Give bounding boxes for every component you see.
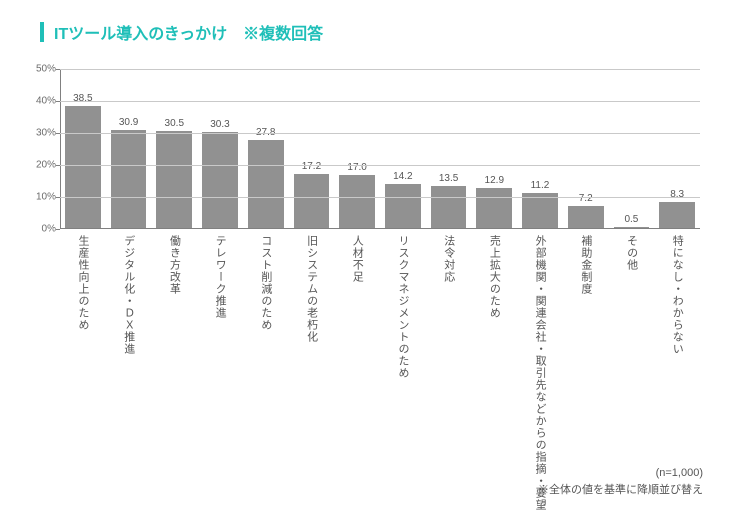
chart-title-bar: ITツール導入のきっかけ ※複数回答 [0, 0, 743, 54]
bar: 12.9 [476, 188, 512, 229]
x-category-label: 補助金制度 [579, 229, 593, 295]
gridline [60, 133, 700, 134]
gridline [60, 101, 700, 102]
y-tick-label: 30% [36, 128, 56, 139]
x-category-label: 人材不足 [350, 229, 364, 283]
bar: 38.5 [65, 106, 101, 229]
gridline [60, 197, 700, 198]
y-tick-mark [56, 229, 60, 230]
gridline [60, 165, 700, 166]
x-category-label: リスクマネジメントのため [396, 229, 410, 379]
bar: 11.2 [522, 193, 558, 229]
bar-container: 38.530.930.530.327.817.217.014.213.512.9… [60, 69, 700, 229]
bar: 8.3 [659, 202, 695, 229]
y-tick-label: 10% [36, 192, 56, 203]
x-category-label: 売上拡大のため [487, 229, 501, 319]
x-category-label: 旧システムの老朽化 [304, 229, 318, 343]
bar: 30.9 [111, 130, 147, 229]
bar: 27.8 [248, 140, 284, 229]
bar-value-label: 11.2 [522, 180, 558, 193]
chart-title: ITツール導入のきっかけ ※複数回答 [54, 20, 323, 44]
bar-value-label: 12.9 [476, 175, 512, 188]
sort-note: ※全体の値を基準に降順並び替え [538, 482, 703, 499]
bar-value-label: 30.5 [156, 118, 192, 131]
y-tick-label: 50% [36, 64, 56, 75]
bar-value-label: 17.0 [339, 162, 375, 175]
y-tick-label: 20% [36, 160, 56, 171]
y-axis: 0%10%20%30%40%50% [20, 69, 60, 229]
bar-value-label: 13.5 [431, 173, 467, 186]
x-category-label: 法令対応 [441, 229, 455, 283]
gridline [60, 69, 700, 70]
chart-footnote: (n=1,000) ※全体の値を基準に降順並び替え [538, 465, 703, 498]
x-category-label: 生産性向上のため [76, 229, 90, 331]
x-category-label: その他 [624, 229, 638, 271]
bar-value-label: 7.2 [568, 193, 604, 206]
bar-value-label: 0.5 [614, 214, 650, 227]
bar-chart: 0%10%20%30%40%50% 38.530.930.530.327.817… [60, 69, 700, 229]
title-accent [40, 22, 44, 42]
sample-size: (n=1,000) [538, 465, 703, 482]
bar-value-label: 38.5 [65, 93, 101, 106]
bar-value-label: 17.2 [294, 161, 330, 174]
bar-value-label: 8.3 [659, 189, 695, 202]
x-category-label: 働き方改革 [167, 229, 181, 295]
x-axis-line [60, 228, 700, 229]
x-category-label: テレワーク推進 [213, 229, 227, 319]
bar: 30.5 [156, 131, 192, 229]
y-tick-label: 0% [42, 224, 56, 235]
y-tick-label: 40% [36, 96, 56, 107]
bar: 14.2 [385, 184, 421, 229]
bar: 17.2 [294, 174, 330, 229]
bar-value-label: 14.2 [385, 171, 421, 184]
bar-value-label: 30.3 [202, 119, 238, 132]
bar: 7.2 [568, 206, 604, 229]
x-category-label: 特になし・わからない [670, 229, 684, 355]
bar: 13.5 [431, 186, 467, 229]
bar-value-label: 30.9 [111, 117, 147, 130]
bar: 30.3 [202, 132, 238, 229]
x-category-label: デジタル化・ＤＸ推進 [121, 229, 135, 355]
x-category-label: コスト削減のため [259, 229, 273, 331]
bar: 17.0 [339, 175, 375, 229]
